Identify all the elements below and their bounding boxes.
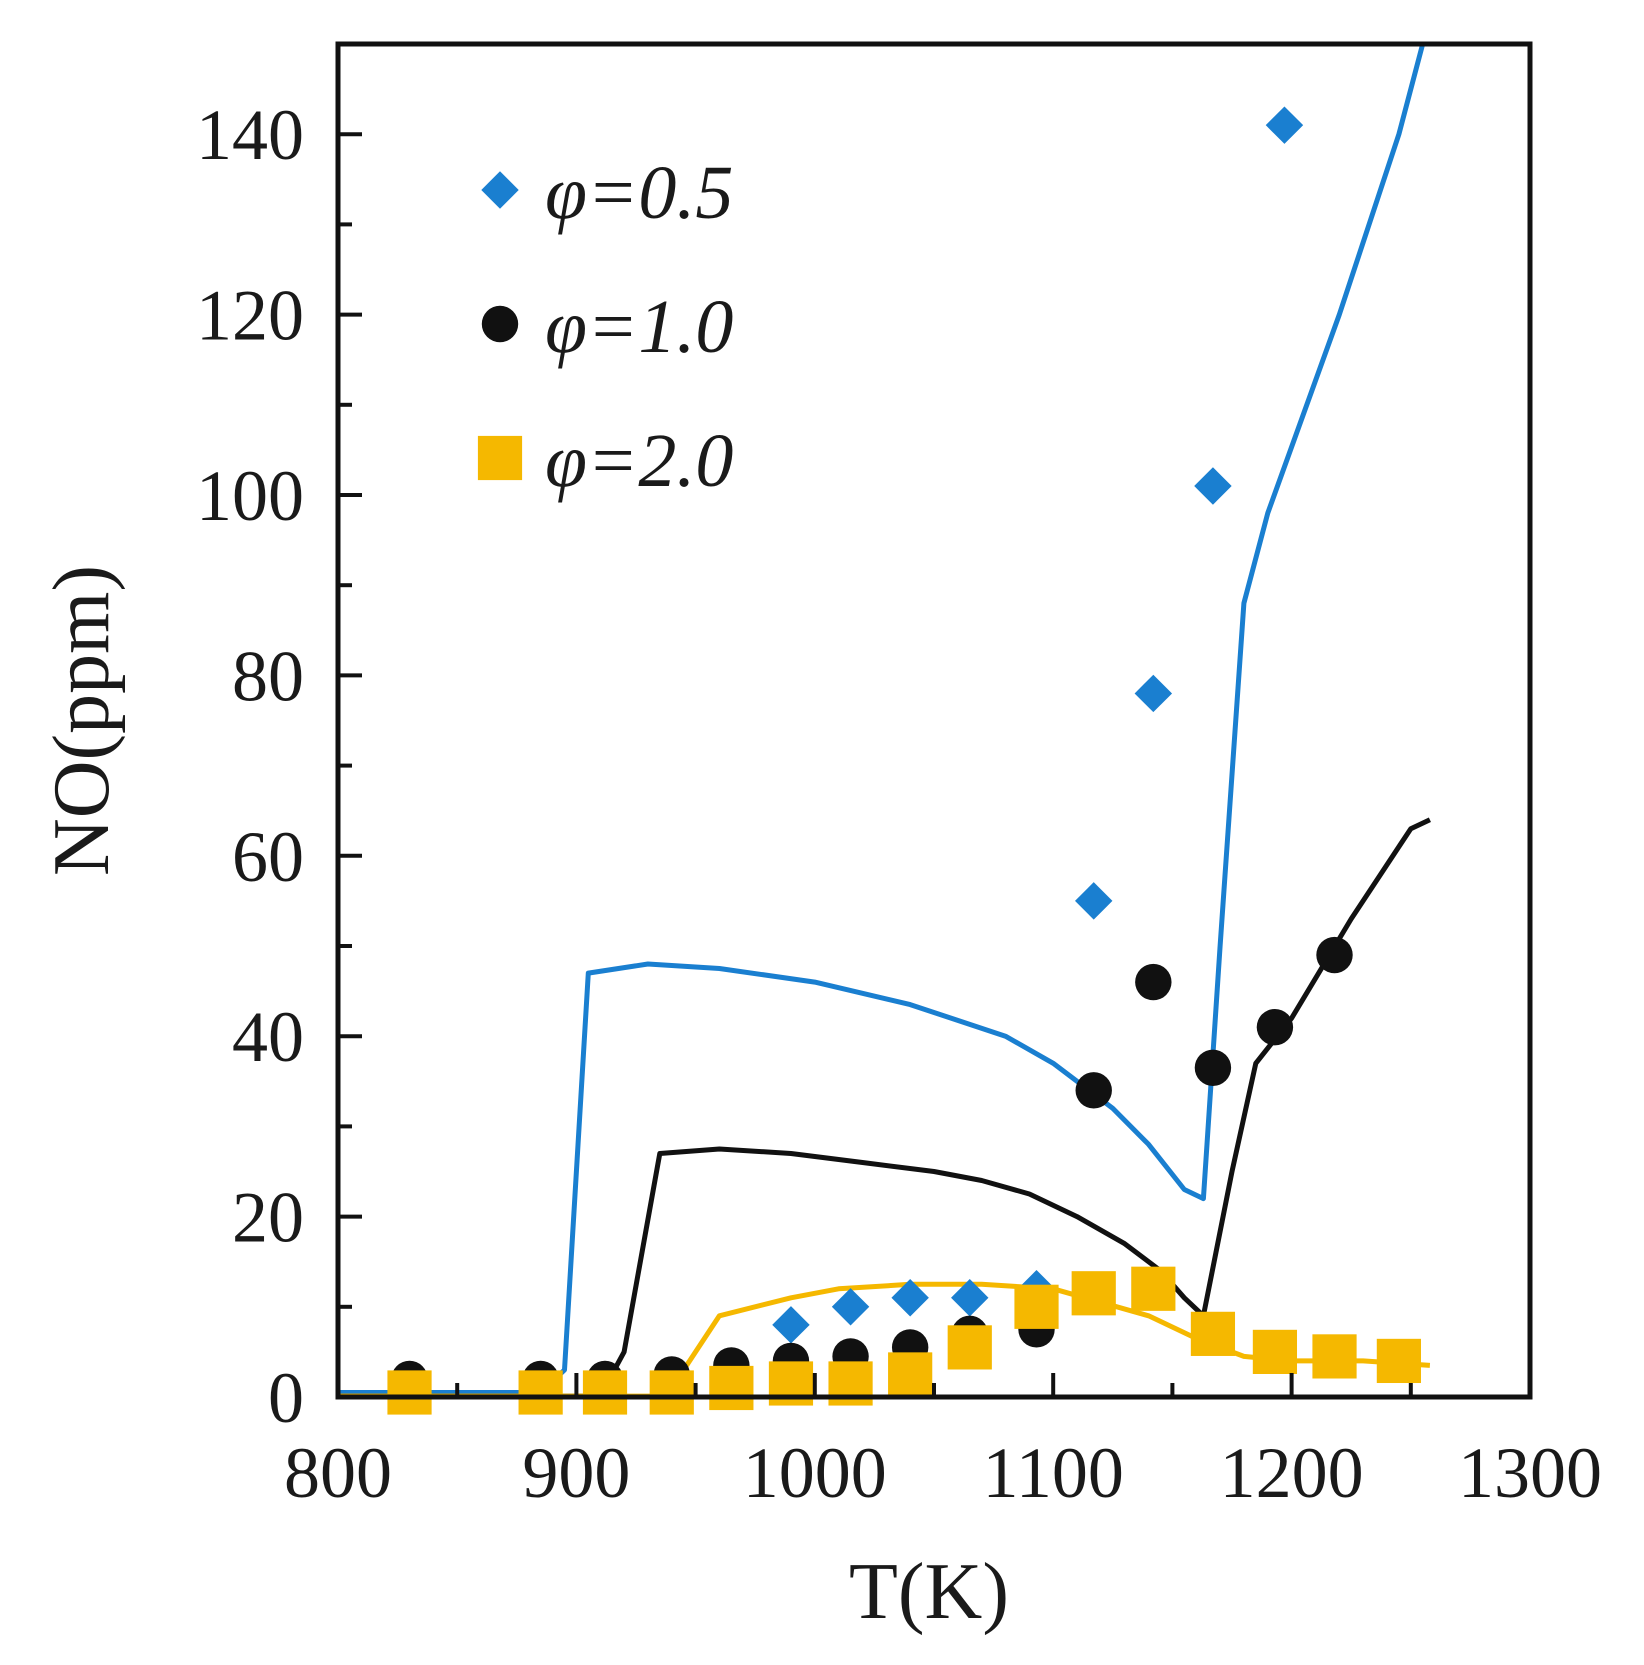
legend-marker-2-0 xyxy=(477,435,523,481)
legend-label-0-5: φ=0.5 xyxy=(545,151,733,235)
data-point-0-5-8 xyxy=(1265,106,1304,144)
data-point-2-0-14 xyxy=(1312,1334,1357,1379)
legend-label-2-0: φ=2.0 xyxy=(545,419,733,503)
x-tick-label-1300: 1300 xyxy=(1458,1433,1602,1513)
data-point-2-0-1 xyxy=(518,1370,563,1415)
data-point-1-0-13 xyxy=(1256,1008,1294,1046)
y-tick-label-60: 60 xyxy=(232,817,304,897)
data-point-0-5-0 xyxy=(772,1306,810,1344)
legend: φ=0.5 φ=1.0 φ=2.0 xyxy=(477,151,733,503)
x-tick-label-1200: 1200 xyxy=(1220,1433,1364,1513)
data-point-2-0-3 xyxy=(649,1370,694,1415)
legend-label-1-0: φ=1.0 xyxy=(545,285,733,369)
y-tick-label-120: 120 xyxy=(196,276,304,356)
y-tick-label-20: 20 xyxy=(232,1178,304,1258)
data-point-0-5-7 xyxy=(1194,467,1232,505)
data-point-0-5-1 xyxy=(831,1288,870,1326)
y-tick-label-40: 40 xyxy=(232,997,304,1077)
y-tick-label-100: 100 xyxy=(196,456,304,536)
legend-marker-1-0 xyxy=(481,305,519,343)
data-point-0-5-6 xyxy=(1134,674,1173,713)
data-point-2-0-12 xyxy=(1190,1311,1236,1356)
data-point-1-0-12 xyxy=(1194,1049,1232,1086)
data-point-2-0-13 xyxy=(1252,1329,1298,1374)
data-point-1-0-14 xyxy=(1316,936,1353,974)
data-point-1-0-11 xyxy=(1135,963,1172,1001)
x-tick-label-800: 800 xyxy=(284,1433,392,1513)
axis-tick-labels: 0 20 40 60 80 100 120 140 800 900 1000 1100 1200 1300 xyxy=(196,95,1602,1513)
legend-marker-0-5 xyxy=(481,171,519,209)
data-point-0-5-2 xyxy=(891,1279,929,1317)
data-point-2-0-15 xyxy=(1376,1338,1421,1384)
x-tick-label-1000: 1000 xyxy=(743,1433,887,1513)
axis-ticks xyxy=(336,42,1532,1399)
data-point-1-0-10 xyxy=(1075,1072,1112,1109)
data-point-2-0-0 xyxy=(387,1370,432,1415)
data-point-2-0-7 xyxy=(888,1352,933,1397)
data-point-0-5-3 xyxy=(951,1279,989,1317)
y-tick-label-0: 0 xyxy=(268,1358,304,1438)
x-axis-title: T(K) xyxy=(849,1548,1009,1636)
x-tick-label-900: 900 xyxy=(522,1433,630,1513)
data-point-0-5-5 xyxy=(1075,882,1113,920)
data-point-2-0-11 xyxy=(1131,1266,1176,1311)
x-tick-label-1100: 1100 xyxy=(983,1433,1124,1513)
y-tick-label-80: 80 xyxy=(232,636,304,716)
y-tick-label-140: 140 xyxy=(196,95,304,175)
data-point-2-0-4 xyxy=(709,1365,754,1411)
data-point-2-0-10 xyxy=(1071,1271,1116,1316)
data-point-2-0-9 xyxy=(1014,1284,1059,1329)
data-point-2-0-2 xyxy=(582,1370,628,1415)
y-axis-title: NO(ppm) xyxy=(38,565,126,876)
data-point-2-0-8 xyxy=(947,1325,992,1370)
